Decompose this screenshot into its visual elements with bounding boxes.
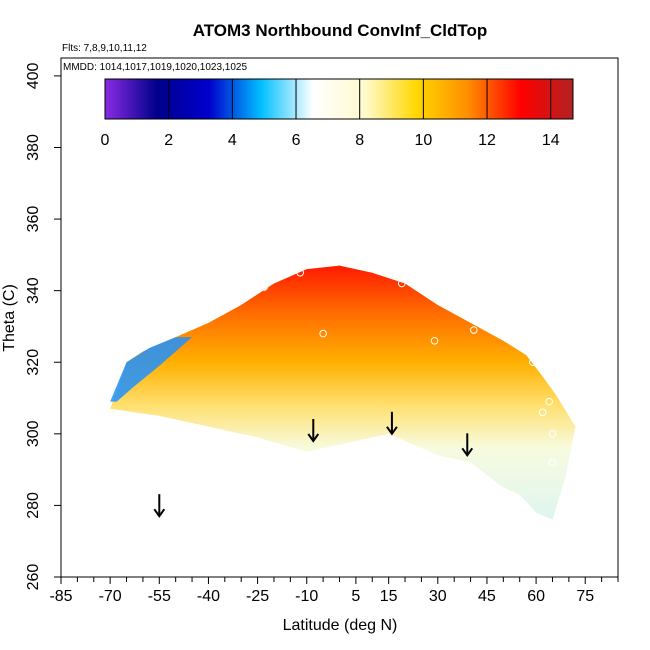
down-arrow	[153, 494, 166, 518]
y-tick-label: 380	[25, 134, 42, 161]
x-tick-label: 75	[576, 588, 594, 605]
observation-point	[430, 336, 439, 345]
y-tick-label: 280	[25, 492, 42, 519]
x-tick-label: -55	[148, 588, 171, 605]
x-axis-label: Latitude (deg N)	[283, 617, 398, 634]
x-tick-label: -85	[49, 588, 72, 605]
dates-note: MMDD: 1014,1017,1019,1020,1023,1025	[63, 62, 247, 73]
observation-point	[194, 315, 203, 324]
colorbar-tick-label: 6	[292, 132, 301, 149]
colorbar-tick-label: 0	[101, 132, 110, 149]
colorbar-border	[104, 78, 574, 120]
arrows	[153, 411, 474, 518]
y-tick-label: 400	[25, 62, 42, 89]
down-arrow	[386, 411, 398, 436]
x-tick-label: -25	[246, 588, 269, 605]
x-axis: -85 -70 -55 -40 -25 -10 5 15 30 45 60 75	[49, 577, 619, 605]
down-arrow	[307, 418, 320, 443]
observation-point	[319, 329, 327, 338]
colorbar-fill	[105, 79, 573, 119]
y-tick-label: 320	[25, 349, 42, 376]
x-tick-label: -40	[197, 588, 220, 605]
observation-point	[470, 326, 478, 334]
observation-point	[548, 458, 557, 467]
observation-point	[296, 268, 304, 277]
x-tick-label: 30	[429, 588, 447, 605]
x-tick-label: 5	[351, 588, 360, 605]
colorbar-tick-label: 12	[478, 132, 496, 149]
cold-edge-band	[110, 337, 193, 402]
x-tick-label: 15	[380, 588, 398, 605]
y-tick-label: 300	[25, 420, 42, 447]
x-tick-label: 45	[478, 588, 496, 605]
down-arrow	[461, 433, 474, 458]
y-axis-label: Theta (C)	[1, 284, 18, 352]
chart-title: ATOM3 Northbound ConvInf_CldTop	[193, 21, 488, 40]
x-tick-label: 60	[527, 588, 545, 605]
colorbar: 0 2 4 6 8 10 12 14	[101, 78, 574, 149]
flights-note: Flts: 7,8,9,10,11,12	[62, 43, 147, 54]
observation-point	[260, 283, 268, 291]
observation-point	[548, 430, 557, 438]
x-tick-label: -70	[99, 588, 122, 605]
theta-field	[110, 265, 576, 520]
y-tick-label: 260	[25, 564, 42, 591]
colorbar-tick-label: 2	[164, 132, 173, 149]
observation-point	[529, 358, 537, 367]
colorbar-tick-label: 8	[355, 132, 364, 149]
colorbar-tick-label: 14	[542, 132, 560, 149]
y-axis: 260 280 300 320 340 360 380 400	[25, 62, 61, 590]
y-tick-label: 340	[25, 277, 42, 304]
colorbar-tick-label: 10	[414, 132, 432, 149]
observation-point	[397, 279, 406, 288]
x-tick-label: -10	[295, 588, 318, 605]
observation-point	[538, 408, 547, 417]
y-tick-label: 360	[25, 206, 42, 233]
observation-point	[545, 397, 553, 406]
observation-points	[116, 268, 557, 467]
theta-field-area	[110, 265, 576, 520]
colorbar-tick-label: 4	[228, 132, 237, 149]
observation-point	[116, 340, 124, 349]
